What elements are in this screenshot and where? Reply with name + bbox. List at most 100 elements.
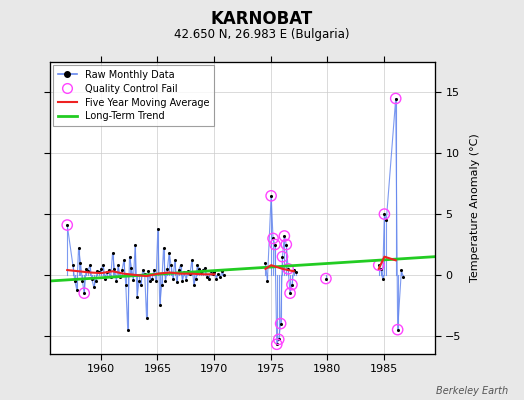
Point [171, 257, 179, 264]
Point [190, 282, 198, 288]
Point [210, 269, 219, 276]
Point [158, 282, 166, 288]
Point [203, 274, 211, 280]
Point [86, 262, 94, 268]
Point [216, 274, 224, 280]
Point [80, 290, 89, 296]
Point [63, 222, 71, 228]
Point [275, 336, 283, 342]
Point [71, 278, 79, 284]
Point [380, 211, 389, 217]
Point [195, 266, 204, 272]
Point [193, 262, 202, 268]
Point [214, 270, 223, 277]
Point [80, 290, 89, 296]
Point [291, 269, 300, 276]
Point [269, 235, 277, 242]
Point [99, 262, 107, 268]
Point [282, 241, 290, 248]
Point [263, 278, 271, 284]
Point [144, 268, 152, 274]
Point [382, 217, 390, 223]
Point [178, 278, 187, 284]
Point [397, 267, 406, 273]
Point [105, 267, 113, 273]
Point [174, 267, 183, 273]
Point [154, 226, 162, 232]
Point [84, 268, 92, 274]
Point [118, 267, 126, 273]
Point [201, 264, 209, 271]
Point [108, 250, 117, 256]
Point [391, 95, 400, 102]
Point [199, 267, 208, 273]
Point [72, 286, 81, 293]
Text: 42.650 N, 26.983 E (Bulgaria): 42.650 N, 26.983 E (Bulgaria) [174, 28, 350, 41]
Point [180, 269, 189, 276]
Point [275, 336, 283, 342]
Point [114, 262, 123, 268]
Point [280, 233, 289, 239]
Point [103, 269, 111, 276]
Point [106, 274, 115, 280]
Point [146, 278, 155, 284]
Point [290, 267, 298, 273]
Point [184, 268, 192, 274]
Point [391, 95, 400, 102]
Point [286, 290, 294, 296]
Point [261, 260, 270, 266]
Point [205, 275, 213, 282]
Point [88, 275, 96, 282]
Point [140, 270, 149, 277]
Point [284, 266, 292, 272]
Point [97, 266, 105, 272]
Point [282, 241, 290, 248]
Point [399, 274, 408, 280]
Point [277, 320, 285, 327]
Point [122, 282, 130, 288]
Point [280, 233, 289, 239]
Point [176, 262, 184, 268]
Text: KARNOBAT: KARNOBAT [211, 10, 313, 28]
Point [82, 266, 90, 272]
Point [272, 341, 281, 348]
Point [150, 267, 158, 273]
Point [169, 275, 177, 282]
Point [286, 290, 294, 296]
Point [212, 275, 221, 282]
Point [197, 269, 205, 276]
Point [188, 257, 196, 264]
Point [272, 341, 281, 348]
Point [163, 266, 171, 272]
Point [277, 320, 285, 327]
Point [375, 262, 383, 268]
Point [90, 284, 98, 290]
Point [288, 282, 296, 288]
Point [119, 257, 128, 264]
Point [133, 294, 141, 300]
Point [77, 260, 85, 266]
Point [186, 270, 194, 277]
Point [91, 278, 100, 284]
Point [191, 275, 200, 282]
Point [206, 268, 215, 274]
Point [95, 269, 104, 276]
Point [152, 278, 160, 284]
Point [116, 274, 124, 280]
Point [143, 314, 151, 321]
Point [78, 278, 86, 284]
Point [135, 278, 143, 284]
Point [375, 262, 383, 268]
Point [69, 262, 77, 268]
Point [267, 193, 275, 199]
Point [127, 264, 136, 271]
Point [137, 282, 145, 288]
Point [156, 302, 164, 308]
Point [124, 326, 132, 333]
Point [148, 275, 156, 282]
Point [129, 276, 138, 283]
Point [161, 278, 170, 284]
Point [394, 326, 402, 333]
Point [125, 254, 134, 260]
Point [278, 254, 287, 260]
